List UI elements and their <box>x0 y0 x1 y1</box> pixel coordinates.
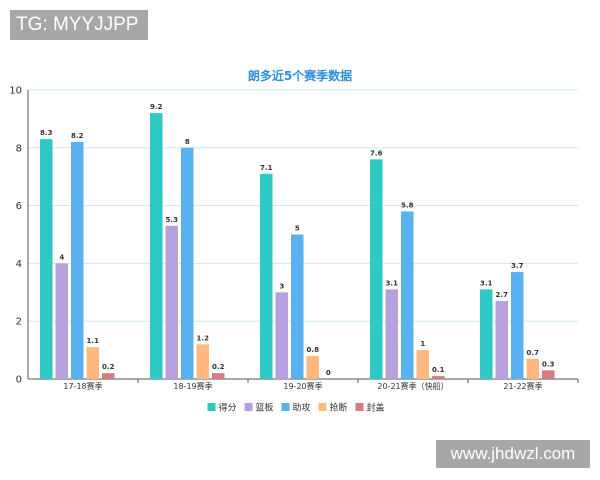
legend-label: 助攻 <box>293 402 311 414</box>
bar <box>212 373 225 379</box>
legend-label: 抢断 <box>330 402 348 414</box>
data-label: 0.8 <box>307 346 320 354</box>
data-label: 5.8 <box>401 201 414 209</box>
data-label: 5.3 <box>166 216 179 224</box>
legend: 得分 篮板 助攻 抢断 封盖 <box>207 402 385 414</box>
bar <box>511 272 524 379</box>
data-label: 1 <box>420 340 425 348</box>
bar <box>291 234 304 379</box>
data-label: 0.2 <box>212 363 225 371</box>
legend-label: 篮板 <box>256 402 274 414</box>
bar <box>306 355 319 379</box>
legend-swatch <box>244 403 253 411</box>
data-label: 5 <box>295 225 300 233</box>
bar <box>102 373 115 379</box>
bar <box>181 147 194 379</box>
watermark-bottom: www.jhdwzl.com <box>436 440 590 468</box>
data-label: 0 <box>326 369 331 377</box>
chart-title: 朗多近5个赛季数据 <box>248 68 352 83</box>
y-tick-label: 6 <box>16 201 22 212</box>
y-tick-label: 2 <box>16 317 22 328</box>
data-label: 8.2 <box>71 132 84 140</box>
y-tick-label: 8 <box>16 143 22 154</box>
legend-swatch <box>207 403 216 411</box>
data-label: 0.3 <box>542 360 555 368</box>
bar <box>495 300 508 379</box>
data-label: 2.7 <box>496 291 509 299</box>
data-label: 8.3 <box>40 129 53 137</box>
data-label: 0.1 <box>432 366 445 374</box>
bar <box>480 289 493 379</box>
bar <box>401 211 414 379</box>
y-tick-label: 0 <box>16 375 22 386</box>
bars <box>40 113 555 380</box>
data-label: 1.2 <box>197 334 210 342</box>
x-tick-label: 21-22赛季 <box>503 381 542 391</box>
data-label: 7.1 <box>260 164 273 172</box>
bar <box>385 289 398 379</box>
x-tick-label: 17-18赛季 <box>63 381 102 391</box>
data-label: 3.1 <box>480 279 493 287</box>
y-tick-label: 10 <box>9 86 22 97</box>
bar <box>275 292 288 379</box>
bar <box>196 344 209 379</box>
data-label: 4 <box>59 253 64 261</box>
bar <box>71 142 84 379</box>
legend-label: 封盖 <box>367 402 385 414</box>
legend-swatch <box>318 403 327 411</box>
x-tick-label: 20-21赛季（快船） <box>377 381 448 391</box>
data-label: 1.1 <box>87 337 100 345</box>
legend-label: 得分 <box>219 402 237 414</box>
data-label: 9.2 <box>150 103 163 111</box>
x-tick-label: 18-19赛季 <box>173 381 212 391</box>
bar <box>86 347 99 379</box>
bar <box>40 139 53 379</box>
data-label: 8 <box>185 138 190 146</box>
data-label: 3.7 <box>511 262 524 270</box>
x-tick-label: 19-20赛季 <box>283 381 322 391</box>
bar <box>526 358 539 379</box>
data-label: 3.1 <box>386 279 399 287</box>
bar <box>416 350 429 379</box>
bar <box>542 370 555 379</box>
data-label: 0.7 <box>527 349 540 357</box>
data-label: 3 <box>279 282 284 290</box>
watermark-top: TG: MYYJJPP <box>10 10 148 40</box>
bar <box>165 225 178 379</box>
legend-swatch <box>355 403 364 411</box>
bar <box>432 376 445 379</box>
data-labels: 8.39.27.17.63.145.33 3.12.78.2855.83.71.1… <box>40 103 555 377</box>
bar <box>260 173 273 379</box>
bar <box>150 113 163 380</box>
data-label: 7.6 <box>370 149 383 157</box>
legend-swatch <box>281 403 290 411</box>
bar <box>370 159 383 379</box>
y-tick-label: 4 <box>16 259 22 270</box>
data-label: 0.2 <box>102 363 115 371</box>
bar <box>55 263 68 379</box>
